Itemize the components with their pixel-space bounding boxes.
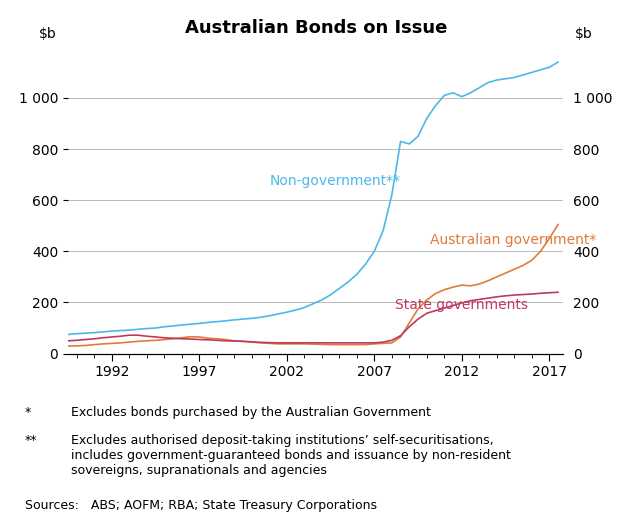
Text: Excludes authorised deposit-taking institutions’ self-securitisations,
includes : Excludes authorised deposit-taking insti… xyxy=(71,434,511,477)
Text: Excludes bonds purchased by the Australian Government: Excludes bonds purchased by the Australi… xyxy=(71,406,431,419)
Text: Non-government**: Non-government** xyxy=(269,174,400,188)
Text: State governments: State governments xyxy=(396,298,528,312)
Text: Australian government*: Australian government* xyxy=(430,232,597,246)
Text: $b: $b xyxy=(575,27,593,41)
Text: Sources:   ABS; AOFM; RBA; State Treasury Corporations: Sources: ABS; AOFM; RBA; State Treasury … xyxy=(25,499,377,512)
Title: Australian Bonds on Issue: Australian Bonds on Issue xyxy=(184,19,447,37)
Text: $b: $b xyxy=(38,27,56,41)
Text: **: ** xyxy=(25,434,37,447)
Text: *: * xyxy=(25,406,31,419)
